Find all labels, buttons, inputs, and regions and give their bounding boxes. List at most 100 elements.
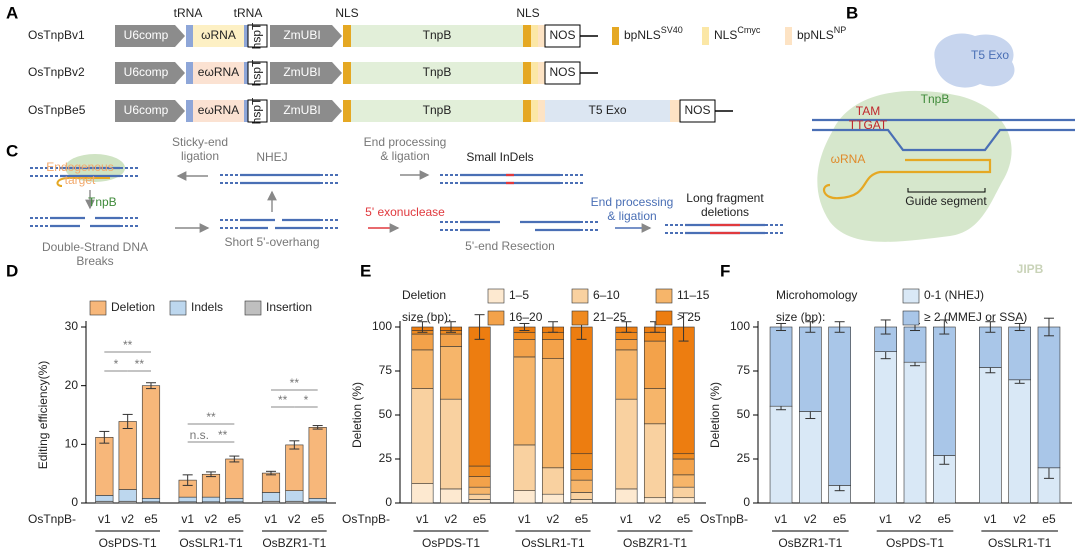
legend-text: bpNLS xyxy=(797,28,834,42)
error-bar xyxy=(446,321,456,333)
y-tick-label: 50 xyxy=(737,407,751,421)
legend-label: 6–10 xyxy=(593,288,620,302)
significance: * xyxy=(304,393,309,407)
label: ωRNA xyxy=(831,152,866,166)
dna xyxy=(440,221,600,231)
legend-swatch xyxy=(244,300,262,316)
trna xyxy=(244,62,248,84)
significance: ** xyxy=(278,393,288,407)
exo-shape xyxy=(934,33,1015,88)
bar-segment xyxy=(439,398,463,490)
legend-swatch xyxy=(702,27,709,45)
legend-label: 1–5 xyxy=(509,288,529,302)
legend-swatch xyxy=(902,288,920,304)
x-tick-label: v2 xyxy=(547,512,560,526)
bar-segment xyxy=(513,331,536,340)
legend-label: ≥ 2 (MMEJ or SSA) xyxy=(924,310,1027,324)
promoter xyxy=(270,25,342,47)
part-label: TnpB xyxy=(423,65,452,79)
bar-segment xyxy=(118,489,137,502)
y-axis-label: Deletion (%) xyxy=(708,382,722,448)
legend-text: NLS xyxy=(714,28,737,42)
bar-segment xyxy=(615,488,638,504)
dna xyxy=(220,219,340,229)
part xyxy=(544,24,581,48)
y-axis-label: Editing efficiency(%) xyxy=(36,361,50,470)
x-tick-label: e5 xyxy=(144,512,158,526)
x-tick-label: v2 xyxy=(445,512,458,526)
bar-segment xyxy=(411,483,434,504)
legend-label: 0-1 (NHEJ) xyxy=(924,288,984,302)
bar-segment xyxy=(672,486,695,499)
bar-segment xyxy=(1008,379,1031,504)
bar-segment xyxy=(468,493,491,500)
group-label: OsBZR1-T1 xyxy=(623,536,687,550)
group-label: OsSLR1-T1 xyxy=(179,536,243,550)
bar-segment xyxy=(903,361,927,504)
x-tick-label: v1 xyxy=(518,512,531,526)
group-label: OsBZR1-T1 xyxy=(262,536,326,550)
bar-segment xyxy=(95,436,114,496)
x-tick-label: v2 xyxy=(288,512,301,526)
legend-label: bpNLSNP xyxy=(797,25,846,42)
x-tick-label: e5 xyxy=(938,512,952,526)
element-label: NLS xyxy=(335,6,358,20)
bar-segment xyxy=(570,492,593,500)
deletion xyxy=(710,223,740,235)
dna xyxy=(460,220,580,232)
bar-segment xyxy=(225,458,244,499)
error-bar xyxy=(312,425,323,430)
bar-segment xyxy=(672,458,695,476)
error-bar xyxy=(880,319,891,335)
bar-segment xyxy=(541,493,565,504)
bar-segment xyxy=(201,473,221,498)
bar-segment xyxy=(672,497,695,504)
panel-letter: D xyxy=(6,261,18,280)
label: Small InDels xyxy=(466,150,533,164)
error-bar xyxy=(1014,322,1025,332)
part-label: NOS xyxy=(549,65,575,79)
bar-segment xyxy=(769,405,793,504)
part xyxy=(351,100,523,122)
x-tick-label: e5 xyxy=(1042,512,1056,526)
bar-segment xyxy=(570,326,593,455)
significance: ** xyxy=(123,338,133,352)
trna xyxy=(186,62,193,84)
part-label: hspT xyxy=(250,22,264,49)
dna xyxy=(685,223,765,235)
bar-segment xyxy=(468,326,491,467)
part xyxy=(351,25,523,47)
panel-c: Endogenous target TnpB Double-Strand DNA… xyxy=(30,135,785,268)
legend-swatch xyxy=(785,27,792,45)
legend-swatch xyxy=(571,288,589,304)
y-tick-label: 75 xyxy=(379,363,393,377)
legend-label: bpNLSSV40 xyxy=(624,25,683,42)
y-tick-label: 75 xyxy=(737,363,751,377)
bar-segment xyxy=(541,331,565,340)
label: Short 5'-overhang xyxy=(224,235,319,249)
significance: n.s. xyxy=(190,428,209,442)
bar-segment xyxy=(903,326,927,363)
bar-segment xyxy=(308,427,327,499)
part-label: TnpB xyxy=(423,103,452,117)
bar-segment xyxy=(570,469,593,481)
tnpb-shape xyxy=(817,90,1012,242)
dna xyxy=(240,218,320,230)
legend-label: Deletion xyxy=(111,300,155,314)
legend-text: bpNLS xyxy=(624,28,661,42)
nls xyxy=(523,100,531,122)
part-label: hspT xyxy=(250,97,264,124)
bar-segment xyxy=(513,356,536,446)
part-label: eωRNA xyxy=(198,103,239,117)
nls xyxy=(538,62,546,84)
group-label: OsPDS-T1 xyxy=(99,536,157,550)
dna xyxy=(665,224,785,234)
nls xyxy=(343,25,351,47)
dna xyxy=(30,167,140,177)
bar-segment xyxy=(468,486,491,495)
label: NHEJ xyxy=(256,150,287,164)
significance: ** xyxy=(218,428,228,442)
group-label: OsSLR1-T1 xyxy=(521,536,585,550)
bar-segment xyxy=(261,472,281,493)
